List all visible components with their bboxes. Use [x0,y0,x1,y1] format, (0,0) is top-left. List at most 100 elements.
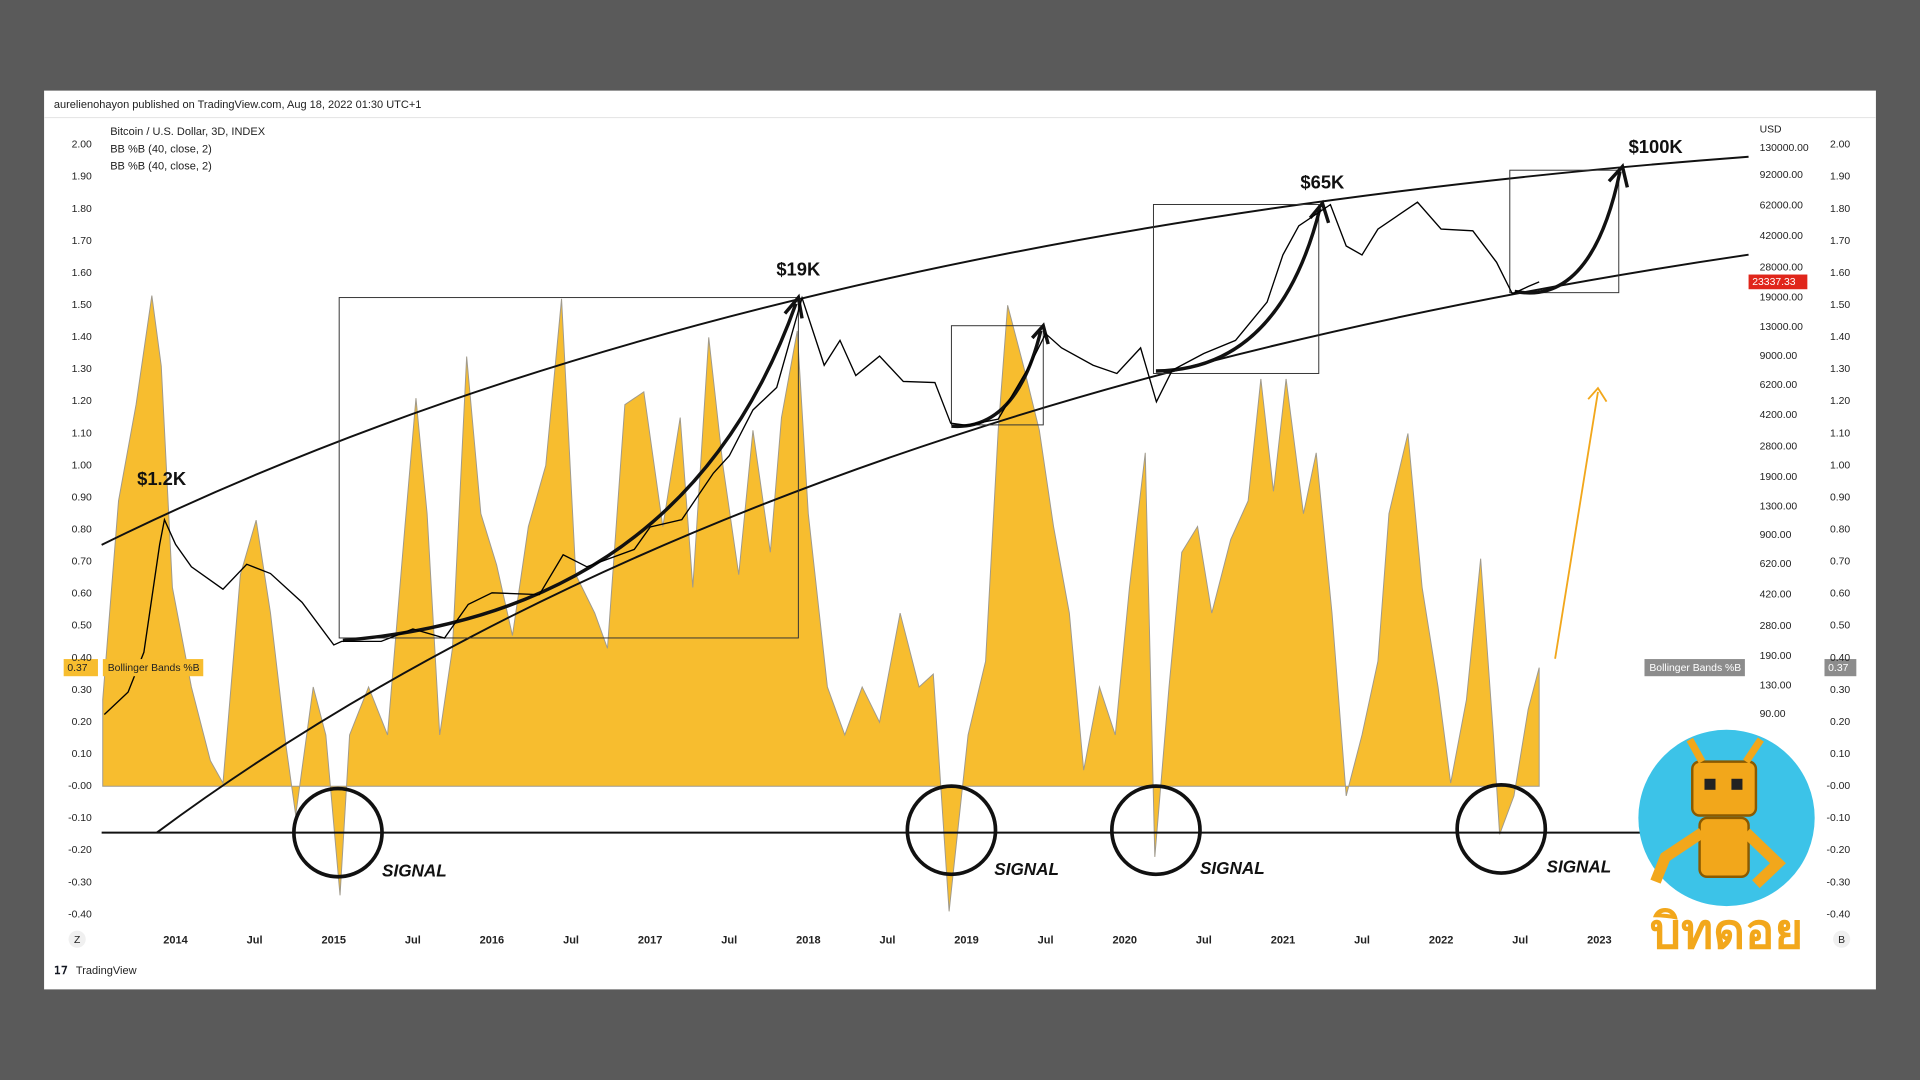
legend-indicator: BB %B (40, close, 2) [110,160,212,172]
price-tick-label: 130000.00 [1760,143,1809,154]
footer-logo-mark: 𝟣𝟩 [54,965,68,977]
signal-circle [1110,784,1202,877]
y-tick-label: -0.00 [1827,781,1851,792]
last-price-tag [1748,274,1808,290]
signal-label: SIGNAL [1200,858,1265,878]
y-tick-label: 1.80 [72,204,92,215]
price-tick-label: 130.00 [1760,681,1792,692]
logo-robot-arm [1742,828,1786,889]
y-tick-label: 2.00 [1830,140,1850,151]
y-tick-label: 0.10 [72,749,92,760]
signal-label: SIGNAL [994,859,1059,879]
value-tag [63,659,98,677]
y-tick-label: -0.30 [1827,877,1851,888]
y-tick-label: 1.90 [72,172,92,183]
y-tick-label: 1.20 [1830,396,1850,407]
last-price-label: 23337.33 [1752,277,1796,288]
x-tick-label: Jul [563,934,579,946]
x-tick-label: Jul [1512,934,1528,946]
logo: บิทดอย [1638,729,1815,960]
price-tick-label: 19000.00 [1760,293,1804,304]
y-tick-label: 1.60 [1830,268,1850,279]
y-tick-label: 1.00 [1830,460,1850,471]
axis-button-label[interactable]: B [1838,935,1845,946]
y-tick-label: 0.90 [72,492,92,503]
value-tag-label: 0.37 [1828,663,1848,674]
y-tick-label: 0.10 [1830,749,1850,760]
y-tick-label: 1.70 [72,236,92,247]
range-box [338,297,799,639]
logo-robot-ears [1686,737,1764,764]
y-tick-label: 1.50 [72,300,92,311]
y-tick-label: 0.30 [72,685,92,696]
lower-trend-line [156,253,1749,834]
x-tick-label: Jul [1354,934,1370,946]
x-tick-label: Jul [1196,934,1212,946]
y-axis-unit: USD [1760,125,1782,136]
logo-robot-eye [1704,778,1716,790]
y-tick-label: 1.30 [1830,364,1850,375]
x-tick-label: 2020 [1112,934,1137,946]
range-box [1152,204,1320,374]
signal-circle [292,786,384,879]
y-tick-label: 1.30 [72,364,92,375]
y-tick-label: 0.80 [1830,524,1850,535]
annotation: $1.2K [137,468,187,489]
x-tick-label: 2016 [480,934,505,946]
y-tick-label: 1.60 [72,268,92,279]
annotation: $19K [776,258,821,279]
signal-label: SIGNAL [1547,857,1612,877]
y-tick-label: 1.40 [72,332,92,343]
y-tick-label: -0.20 [1827,845,1851,856]
y-tick-label: -0.40 [1827,909,1851,920]
percent-b-area [102,295,1540,912]
y-tick-label: 1.20 [72,396,92,407]
value-tag [1824,659,1857,677]
legend-indicator: BB %B (40, close, 2) [110,143,212,155]
x-tick-label: Jul [247,934,263,946]
y-tick-label: 1.00 [72,460,92,471]
axis-button[interactable] [1833,930,1851,948]
y-tick-label: 0.40 [1830,653,1850,664]
footer: TradingView [76,965,137,977]
name-tag [1644,659,1745,677]
x-tick-label: 2017 [638,934,663,946]
y-tick-label: -0.10 [68,813,92,824]
y-tick-label: -0.40 [68,909,92,920]
x-tick-label: 2021 [1271,934,1296,946]
price-tick-label: 42000.00 [1760,231,1804,242]
price-tick-label: 13000.00 [1760,322,1804,333]
x-tick-label: 2014 [163,934,188,946]
curve-arrow [1514,171,1622,295]
curve-arrow [342,303,798,643]
price-tick-label: 2800.00 [1760,442,1798,453]
curve-arrow [1155,207,1322,373]
projection-arrow [1554,391,1599,659]
axis-button[interactable] [68,930,86,948]
name-tag-label: Bollinger Bands %B [1649,663,1741,674]
axis-button-label[interactable]: Z [74,935,81,946]
signal-circle [1455,783,1548,875]
y-tick-label: 1.40 [1830,332,1850,343]
range-box [950,325,1044,426]
price-tick-label: 62000.00 [1760,201,1804,212]
price-line [103,201,1540,715]
line-layer [103,201,1540,715]
y-tick-label: -0.30 [68,877,92,888]
annotation: $65K [1300,172,1345,193]
y-tick-label: 1.50 [1830,300,1850,311]
logo-robot-eye [1731,778,1743,790]
axes-layer: 2014 Jul 2015 Jul 2016 Jul 2017 Jul 2018 Jul 2019 J… [63,140,1857,946]
price-tick-label: 620.00 [1760,559,1792,570]
signal-circle [905,784,998,877]
price-tick-label: 90.00 [1760,709,1786,720]
y-tick-label: 0.70 [72,557,92,568]
y-tick-label: 0.80 [72,524,92,535]
y-tick-label: 0.40 [72,653,92,664]
y-tick-label: 0.20 [72,717,92,728]
y-tick-label: 0.60 [72,589,92,600]
name-tag [102,659,204,677]
annotation: $100K [1629,136,1684,157]
